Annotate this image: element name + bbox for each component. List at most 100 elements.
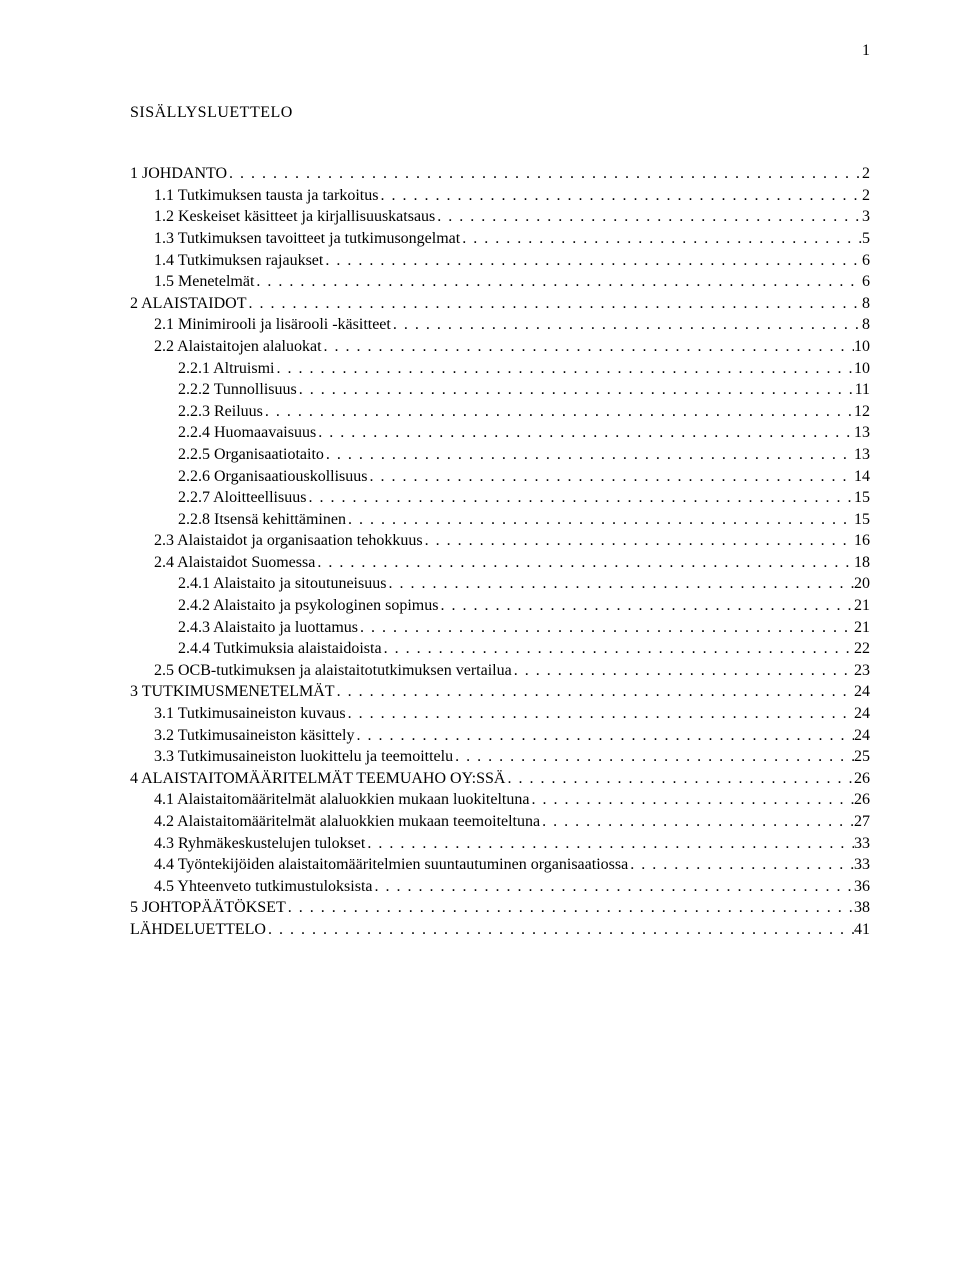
toc-leader-dots: . . . . . . . . . . . . . . . . . . . . …	[358, 617, 854, 639]
toc-entry-label: 5 JOHTOPÄÄTÖKSET	[130, 897, 286, 919]
toc-entry-page: 36	[854, 876, 870, 898]
toc-leader-dots: . . . . . . . . . . . . . . . . . . . . …	[254, 271, 862, 293]
toc-leader-dots: . . . . . . . . . . . . . . . . . . . . …	[316, 422, 854, 444]
toc-leader-dots: . . . . . . . . . . . . . . . . . . . . …	[263, 401, 854, 423]
toc-entry-page: 33	[854, 833, 870, 855]
toc-leader-dots: . . . . . . . . . . . . . . . . . . . . …	[365, 833, 854, 855]
toc-entry: 2.2.6 Organisaatiouskollisuus . . . . . …	[130, 466, 870, 488]
toc-entry-label: 2.2.3 Reiluus	[178, 401, 263, 423]
toc-entry-page: 27	[854, 811, 870, 833]
toc-entry: 4.1 Alaistaitomääritelmät alaluokkien mu…	[130, 789, 870, 811]
toc-entry-label: 4.3 Ryhmäkeskustelujen tulokset	[154, 833, 365, 855]
toc-entry: 2.2.3 Reiluus . . . . . . . . . . . . . …	[130, 401, 870, 423]
toc-entry-label: 1.2 Keskeiset käsitteet ja kirjallisuusk…	[154, 206, 435, 228]
toc-entry-page: 13	[854, 422, 870, 444]
toc-leader-dots: . . . . . . . . . . . . . . . . . . . . …	[354, 725, 854, 747]
toc-entry-label: 2.5 OCB-tutkimuksen ja alaistaitotutkimu…	[154, 660, 512, 682]
toc-entry-page: 15	[854, 509, 870, 531]
toc-entry-page: 16	[854, 530, 870, 552]
toc-entry-label: 2.2.2 Tunnollisuus	[178, 379, 297, 401]
toc-entry: 1.4 Tutkimuksen rajaukset . . . . . . . …	[130, 250, 870, 272]
toc-entry-page: 24	[854, 725, 870, 747]
toc-entry-page: 12	[854, 401, 870, 423]
toc-entry: 2.4.2 Alaistaito ja psykologinen sopimus…	[130, 595, 870, 617]
toc-entry-label: 2.2 Alaistaitojen alaluokat	[154, 336, 322, 358]
toc-entry: 1.5 Menetelmät . . . . . . . . . . . . .…	[130, 271, 870, 293]
toc-container: 1 JOHDANTO . . . . . . . . . . . . . . .…	[130, 163, 870, 940]
toc-entry-label: 2.2.8 Itsensä kehittäminen	[178, 509, 346, 531]
toc-entry-label: 4 ALAISTAITOMÄÄRITELMÄT TEEMUAHO OY:SSÄ	[130, 768, 505, 790]
toc-entry: 1.3 Tutkimuksen tavoitteet ja tutkimuson…	[130, 228, 870, 250]
toc-leader-dots: . . . . . . . . . . . . . . . . . . . . …	[286, 897, 854, 919]
toc-entry-label: 1.3 Tutkimuksen tavoitteet ja tutkimuson…	[154, 228, 460, 250]
toc-entry-label: 2.2.5 Organisaatiotaito	[178, 444, 324, 466]
toc-entry-page: 25	[854, 746, 870, 768]
toc-entry-label: 4.2 Alaistaitomääritelmät alaluokkien mu…	[154, 811, 540, 833]
toc-entry: 2.2.8 Itsensä kehittäminen . . . . . . .…	[130, 509, 870, 531]
toc-entry-page: 2	[862, 185, 870, 207]
toc-entry-page: 41	[854, 919, 870, 941]
toc-entry: 4.5 Yhteenveto tutkimustuloksista . . . …	[130, 876, 870, 898]
toc-entry: 3.2 Tutkimusaineiston käsittely . . . . …	[130, 725, 870, 747]
toc-leader-dots: . . . . . . . . . . . . . . . . . . . . …	[453, 746, 854, 768]
toc-entry: 2.2.1 Altruismi . . . . . . . . . . . . …	[130, 358, 870, 380]
toc-entry-label: 3.1 Tutkimusaineiston kuvaus	[154, 703, 346, 725]
toc-entry: 1.2 Keskeiset käsitteet ja kirjallisuusk…	[130, 206, 870, 228]
toc-entry-label: 2.2.1 Altruismi	[178, 358, 274, 380]
toc-entry: 2.2 Alaistaitojen alaluokat . . . . . . …	[130, 336, 870, 358]
toc-entry-label: 2.2.6 Organisaatiouskollisuus	[178, 466, 367, 488]
toc-entry-page: 14	[854, 466, 870, 488]
toc-leader-dots: . . . . . . . . . . . . . . . . . . . . …	[505, 768, 854, 790]
toc-entry-page: 23	[854, 660, 870, 682]
toc-leader-dots: . . . . . . . . . . . . . . . . . . . . …	[628, 854, 854, 876]
toc-entry-label: 1.1 Tutkimuksen tausta ja tarkoitus	[154, 185, 378, 207]
toc-leader-dots: . . . . . . . . . . . . . . . . . . . . …	[367, 466, 854, 488]
toc-entry-page: 24	[854, 703, 870, 725]
toc-entry-page: 5	[862, 228, 870, 250]
toc-leader-dots: . . . . . . . . . . . . . . . . . . . . …	[297, 379, 855, 401]
toc-entry-page: 22	[854, 638, 870, 660]
toc-entry-label: 3.2 Tutkimusaineiston käsittely	[154, 725, 354, 747]
toc-leader-dots: . . . . . . . . . . . . . . . . . . . . …	[529, 789, 854, 811]
toc-leader-dots: . . . . . . . . . . . . . . . . . . . . …	[335, 681, 854, 703]
toc-title: SISÄLLYSLUETTELO	[130, 102, 870, 124]
toc-entry-label: 4.4 Työntekijöiden alaistaitomääritelmie…	[154, 854, 628, 876]
toc-entry: 4.3 Ryhmäkeskustelujen tulokset . . . . …	[130, 833, 870, 855]
toc-entry-page: 3	[862, 206, 870, 228]
toc-leader-dots: . . . . . . . . . . . . . . . . . . . . …	[306, 487, 854, 509]
toc-leader-dots: . . . . . . . . . . . . . . . . . . . . …	[322, 336, 854, 358]
toc-entry: 1.1 Tutkimuksen tausta ja tarkoitus . . …	[130, 185, 870, 207]
toc-entry-label: 2.2.7 Aloitteellisuus	[178, 487, 306, 509]
toc-entry-page: 6	[862, 271, 870, 293]
toc-entry: 2.2.7 Aloitteellisuus . . . . . . . . . …	[130, 487, 870, 509]
toc-entry-page: 38	[854, 897, 870, 919]
toc-entry: 1 JOHDANTO . . . . . . . . . . . . . . .…	[130, 163, 870, 185]
toc-entry-label: 2.4.4 Tutkimuksia alaistaidoista	[178, 638, 382, 660]
toc-entry-page: 13	[854, 444, 870, 466]
toc-leader-dots: . . . . . . . . . . . . . . . . . . . . …	[266, 919, 854, 941]
page-number: 1	[130, 40, 870, 62]
toc-entry: 2 ALAISTAIDOT . . . . . . . . . . . . . …	[130, 293, 870, 315]
toc-entry: 3.3 Tutkimusaineiston luokittelu ja teem…	[130, 746, 870, 768]
toc-entry-page: 6	[862, 250, 870, 272]
toc-leader-dots: . . . . . . . . . . . . . . . . . . . . …	[423, 530, 854, 552]
toc-entry-page: 8	[862, 314, 870, 336]
toc-entry-page: 10	[854, 336, 870, 358]
toc-entry-label: 3.3 Tutkimusaineiston luokittelu ja teem…	[154, 746, 453, 768]
toc-entry: 3 TUTKIMUSMENETELMÄT . . . . . . . . . .…	[130, 681, 870, 703]
toc-leader-dots: . . . . . . . . . . . . . . . . . . . . …	[460, 228, 862, 250]
toc-entry-label: 1 JOHDANTO	[130, 163, 227, 185]
toc-entry-page: 11	[855, 379, 870, 401]
toc-leader-dots: . . . . . . . . . . . . . . . . . . . . …	[540, 811, 854, 833]
toc-entry-page: 20	[854, 573, 870, 595]
toc-leader-dots: . . . . . . . . . . . . . . . . . . . . …	[315, 552, 854, 574]
toc-leader-dots: . . . . . . . . . . . . . . . . . . . . …	[324, 444, 854, 466]
toc-entry-label: LÄHDELUETTELO	[130, 919, 266, 941]
toc-entry-label: 4.5 Yhteenveto tutkimustuloksista	[154, 876, 373, 898]
toc-entry-label: 1.5 Menetelmät	[154, 271, 254, 293]
toc-leader-dots: . . . . . . . . . . . . . . . . . . . . …	[373, 876, 855, 898]
toc-entry-label: 2.3 Alaistaidot ja organisaation tehokku…	[154, 530, 423, 552]
toc-entry: 2.3 Alaistaidot ja organisaation tehokku…	[130, 530, 870, 552]
toc-leader-dots: . . . . . . . . . . . . . . . . . . . . …	[227, 163, 862, 185]
toc-leader-dots: . . . . . . . . . . . . . . . . . . . . …	[346, 703, 854, 725]
